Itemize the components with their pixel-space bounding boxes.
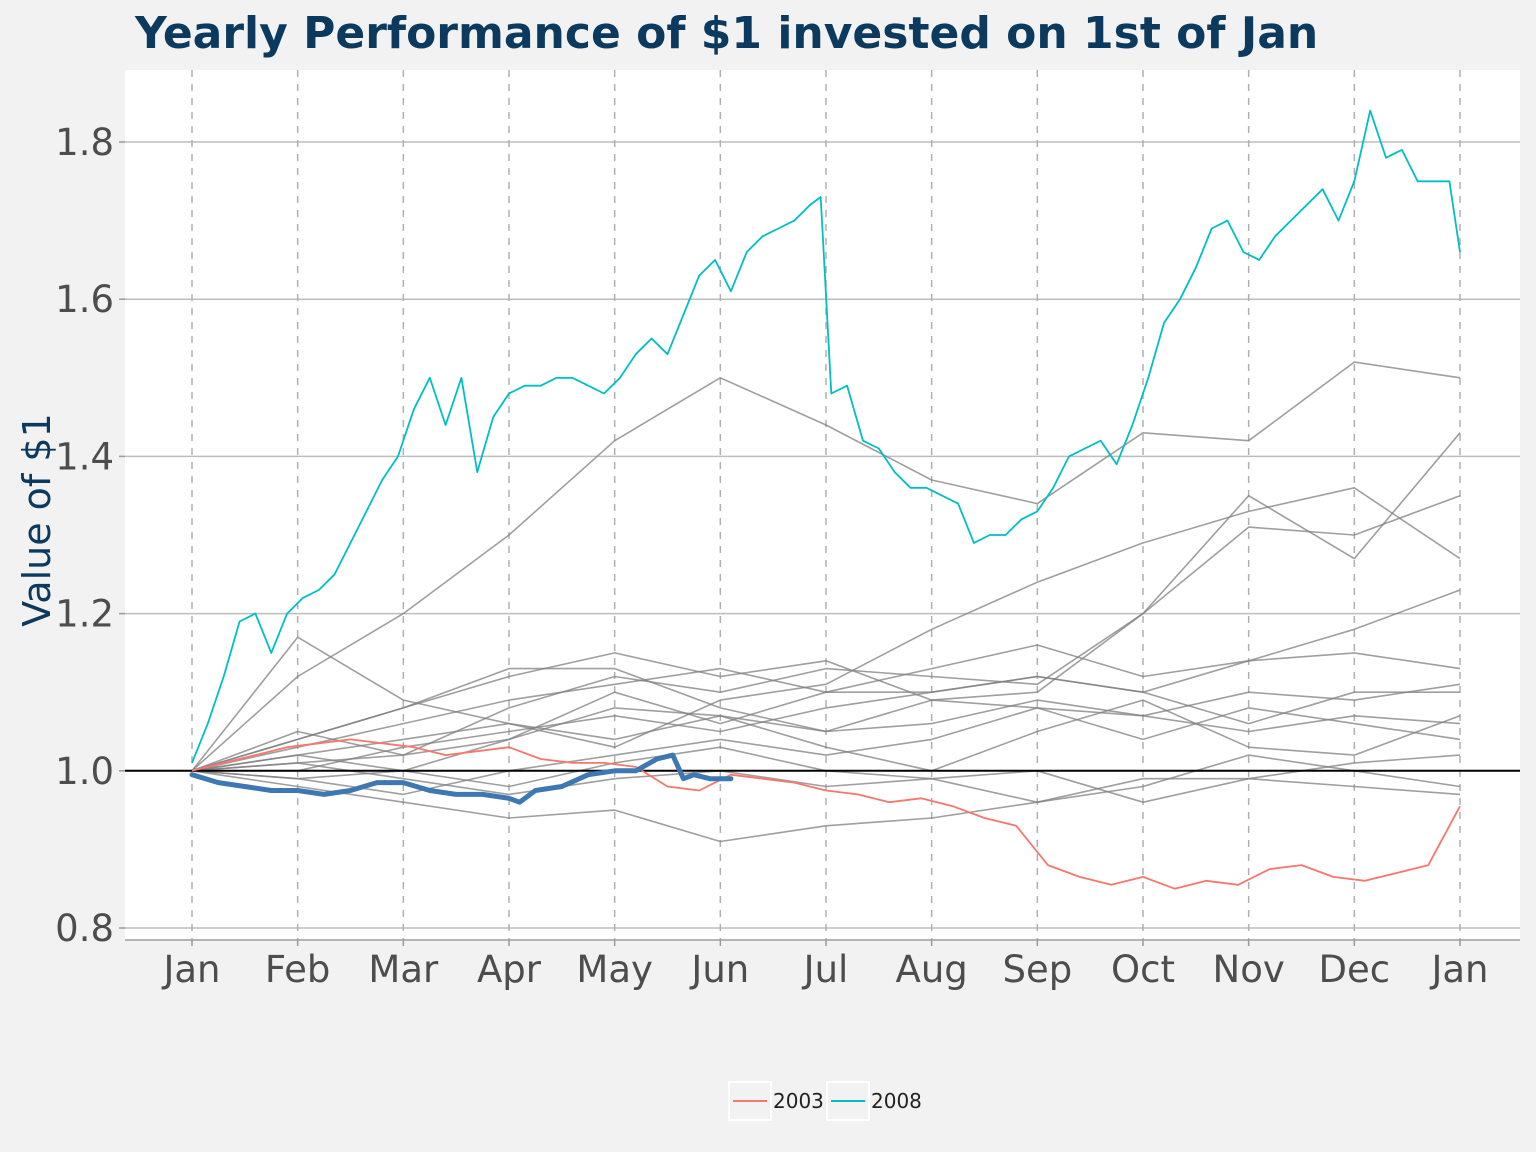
series-line-other-year	[191, 699, 1461, 772]
legend-label: 2008	[871, 1089, 922, 1113]
y-tick-label: 1.6	[55, 278, 114, 321]
y-axis-label: Value of $1	[15, 413, 59, 627]
x-tick-label: Jun	[689, 948, 749, 991]
x-tick-label: Nov	[1213, 948, 1285, 991]
x-tick-label: Mar	[368, 948, 439, 991]
series-line-other-year	[192, 675, 1460, 772]
x-tick-label: Sep	[1002, 948, 1072, 991]
y-tick-label: 1.2	[55, 593, 114, 636]
series-layer	[125, 109, 1520, 890]
y-tick-label: 1.8	[55, 121, 114, 164]
series-line-other-year	[191, 754, 1461, 843]
x-tick-label: Dec	[1319, 948, 1391, 991]
series-line-2008	[191, 109, 1461, 764]
legend: 2003 2008	[728, 1081, 922, 1121]
y-tick-label: 1.4	[55, 435, 114, 478]
x-tick-label: Jul	[802, 948, 849, 991]
x-tick-label: Apr	[477, 948, 542, 991]
series-line-other-year	[191, 667, 1461, 772]
x-tick-label: Jan	[161, 948, 220, 991]
grid-layer	[125, 70, 1520, 940]
series-line-other-year	[191, 644, 1461, 772]
series-line-other-year	[191, 361, 1461, 772]
y-tick-label: 1.0	[55, 750, 114, 793]
x-tick-label: Feb	[265, 948, 331, 991]
series-line-other-year	[191, 486, 1461, 772]
x-tick-label: May	[576, 948, 653, 991]
x-tick-label: Jan	[1429, 948, 1488, 991]
chart-title: Yearly Performance of $1 invested on 1st…	[135, 8, 1319, 59]
x-tick-label: Oct	[1111, 948, 1175, 991]
legend-label: 2003	[773, 1089, 824, 1113]
axis-layer: 0.8 1.0 1.2 1.4 1.6 1.8 Jan Feb Mar Apr May Jun Jul A…	[55, 121, 1520, 991]
series-line-current-year	[189, 752, 734, 805]
y-tick-label: 0.8	[55, 907, 114, 950]
series-line-2003	[191, 738, 1461, 890]
x-tick-label: Aug	[896, 948, 968, 991]
series-line-other-year	[191, 707, 1461, 796]
